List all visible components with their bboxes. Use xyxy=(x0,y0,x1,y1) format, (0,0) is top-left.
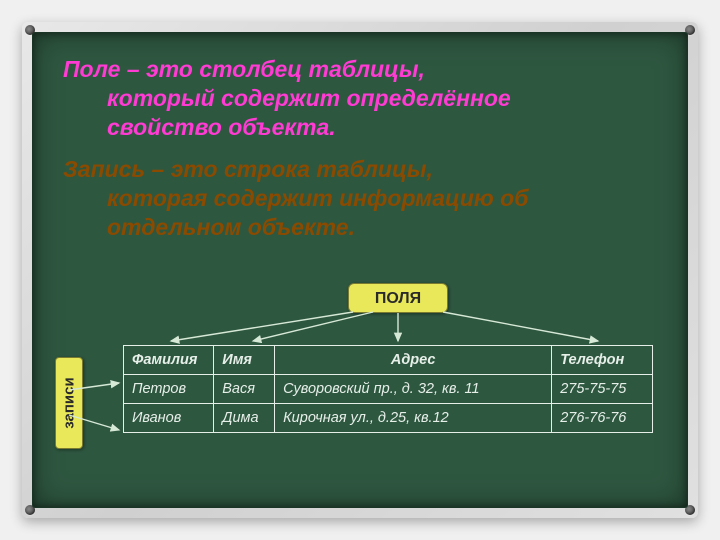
rows-label-text: записи xyxy=(61,377,78,428)
table-row: Петров Вася Суворовский пр., д. 32, кв. … xyxy=(124,375,653,404)
def-field-l1: – это столбец таблицы, xyxy=(120,56,425,82)
term-record: Запись xyxy=(63,156,145,182)
def-field-l2: который содержит определённое xyxy=(63,84,657,113)
cell: 275-75-75 xyxy=(552,375,653,404)
cell: Кирочная ул., д.25, кв.12 xyxy=(275,404,552,433)
definition-record: Запись – это строка таблицы, которая сод… xyxy=(63,155,657,241)
columns-label: ПОЛЯ xyxy=(348,283,448,313)
def-record-l3: отдельном объекте. xyxy=(63,213,657,242)
columns-label-text: ПОЛЯ xyxy=(375,290,421,307)
board-frame: Поле – это столбец таблицы, который соде… xyxy=(22,22,698,518)
table-header-row: Фамилия Имя Адрес Телефон xyxy=(124,346,653,375)
cell: 276-76-76 xyxy=(552,404,653,433)
def-field-l3: свойство объекта. xyxy=(63,113,657,142)
def-record-l1: – это строка таблицы, xyxy=(145,156,433,182)
def-record-l2: которая содержит информацию об xyxy=(63,184,657,213)
chalkboard: Поле – это столбец таблицы, который соде… xyxy=(32,32,688,508)
term-field: Поле xyxy=(63,56,120,82)
cell: Дима xyxy=(214,404,275,433)
definition-field: Поле – это столбец таблицы, который соде… xyxy=(63,55,657,141)
col-header: Телефон xyxy=(552,346,653,375)
cell: Суворовский пр., д. 32, кв. 11 xyxy=(275,375,552,404)
example-table: Фамилия Имя Адрес Телефон Петров Вася Су… xyxy=(123,345,653,433)
rows-label: записи xyxy=(55,357,83,449)
col-header: Имя xyxy=(214,346,275,375)
cell: Петров xyxy=(124,375,214,404)
table-row: Иванов Дима Кирочная ул., д.25, кв.12 27… xyxy=(124,404,653,433)
col-header: Фамилия xyxy=(124,346,214,375)
cell: Иванов xyxy=(124,404,214,433)
col-header: Адрес xyxy=(275,346,552,375)
cell: Вася xyxy=(214,375,275,404)
